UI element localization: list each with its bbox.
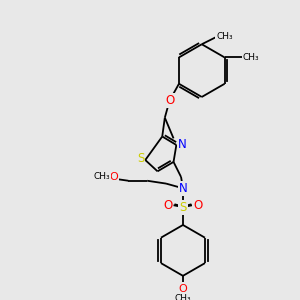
Text: N: N [178, 182, 187, 195]
Text: O: O [163, 199, 172, 212]
Text: CH₃: CH₃ [175, 294, 191, 300]
Text: N: N [178, 139, 186, 152]
Text: O: O [165, 94, 174, 107]
Text: CH₃: CH₃ [243, 53, 259, 62]
Text: O: O [178, 284, 187, 294]
Text: S: S [179, 201, 187, 214]
Text: S: S [137, 152, 144, 165]
Text: O: O [194, 199, 202, 212]
Text: CH₃: CH₃ [94, 172, 110, 182]
Text: O: O [110, 172, 118, 182]
Text: CH₃: CH₃ [216, 32, 233, 41]
